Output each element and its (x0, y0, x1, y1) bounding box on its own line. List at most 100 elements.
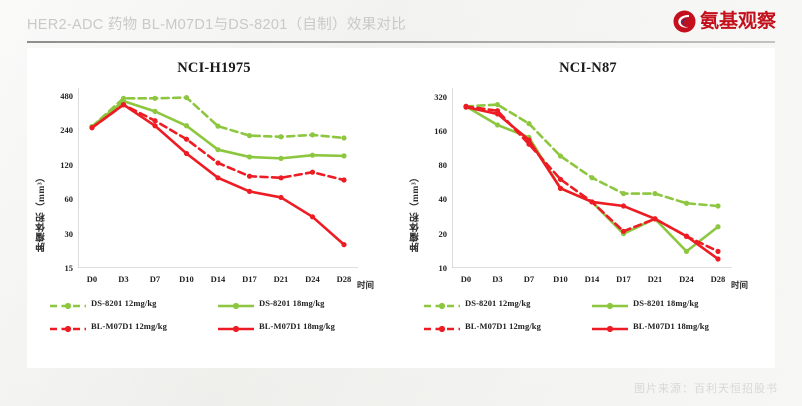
series-line (466, 107, 718, 259)
data-point (152, 118, 157, 123)
x-axis-title-right: 时间 (731, 279, 748, 291)
y-tick-label: 320 (415, 92, 447, 102)
legend-swatch (49, 321, 87, 331)
legend-swatch (49, 298, 87, 308)
legend-swatch (217, 298, 255, 308)
data-point (278, 175, 283, 180)
data-point (495, 122, 500, 127)
y-tick-label: 160 (415, 126, 447, 136)
legend-swatch (423, 321, 461, 331)
legend-label: DS-8201 12mg/kg (465, 298, 531, 308)
data-point (278, 195, 283, 200)
data-point (278, 156, 283, 161)
data-point (310, 170, 315, 175)
legend-item[interactable]: BL-M07D1 12mg/kg (423, 321, 591, 331)
chart-nci-n87: NCI-N87 肿瘤体积（mm³） 10204080160320 D0D3D7D… (401, 48, 775, 368)
x-tick-label: D10 (171, 274, 203, 284)
x-tick-label: D14 (202, 274, 234, 284)
data-point (310, 214, 315, 219)
y-tick-label: 20 (415, 229, 447, 239)
legend-item[interactable]: DS-8201 12mg/kg (423, 298, 591, 308)
brand-logo: 氨基观察 (673, 8, 776, 34)
data-point (341, 242, 346, 247)
data-point (495, 111, 500, 116)
data-point (341, 135, 346, 140)
x-tick-label: D7 (513, 274, 545, 284)
data-point (558, 177, 563, 182)
brand-name: 氨基观察 (700, 10, 776, 33)
plot-area-right (452, 88, 732, 268)
y-tick-label: 80 (415, 160, 447, 170)
data-point (715, 224, 720, 229)
x-tick-label: D0 (76, 274, 108, 284)
amino-swirl-icon (673, 10, 696, 33)
x-tick-label: D17 (234, 274, 266, 284)
data-point (310, 132, 315, 137)
legend-label: BL-M07D1 18mg/kg (259, 321, 335, 331)
data-point (184, 151, 189, 156)
legend-swatch (423, 298, 461, 308)
chart-title-left: NCI-H1975 (27, 60, 401, 77)
data-point (341, 153, 346, 158)
chart-title-right: NCI-N87 (401, 60, 775, 77)
data-point (589, 199, 594, 204)
y-tick-label: 30 (41, 229, 73, 239)
data-point (310, 153, 315, 158)
legend-right: DS-8201 12mg/kg DS-8201 18mg/kg BL-M07D1 1… (423, 298, 763, 331)
x-tick-label: D0 (450, 274, 482, 284)
legend-label: DS-8201 12mg/kg (91, 298, 157, 308)
legend-item[interactable]: DS-8201 18mg/kg (217, 298, 389, 308)
data-point (684, 249, 689, 254)
data-point (341, 177, 346, 182)
data-point (684, 201, 689, 206)
legend-item[interactable]: BL-M07D1 18mg/kg (591, 321, 763, 331)
legend-item[interactable]: BL-M07D1 12mg/kg (49, 321, 217, 331)
y-tick-label: 120 (41, 160, 73, 170)
legend-item[interactable]: DS-8201 12mg/kg (49, 298, 217, 308)
y-tick-label: 60 (41, 194, 73, 204)
data-point (589, 175, 594, 180)
data-point (621, 229, 626, 234)
x-tick-label: D14 (576, 274, 608, 284)
data-point (152, 96, 157, 101)
data-point (215, 124, 220, 129)
x-tick-label: D3 (108, 274, 140, 284)
legend-swatch (591, 298, 629, 308)
data-point (121, 102, 126, 107)
data-point (247, 189, 252, 194)
data-point (152, 123, 157, 128)
legend-item[interactable]: DS-8201 18mg/kg (591, 298, 763, 308)
data-point (184, 95, 189, 100)
data-point (278, 134, 283, 139)
data-point (184, 137, 189, 142)
x-tick-label: D28 (328, 274, 360, 284)
x-tick-label: D21 (639, 274, 671, 284)
data-point (558, 153, 563, 158)
data-point (684, 234, 689, 239)
page-title: HER2-ADC 药物 BL-M07D1与DS-8201（自制）效果对比 (27, 13, 406, 34)
data-point (652, 191, 657, 196)
data-point (715, 249, 720, 254)
content-card: NCI-H1975 肿瘤体积（mm³） 153060120240480 D0D3… (27, 48, 775, 368)
x-tick-label: D17 (608, 274, 640, 284)
data-point (463, 105, 468, 110)
y-tick-label: 10 (415, 263, 447, 273)
data-point (247, 154, 252, 159)
legend-label: BL-M07D1 18mg/kg (633, 321, 709, 331)
data-point (715, 203, 720, 208)
x-tick-label: D7 (139, 274, 171, 284)
data-point (652, 216, 657, 221)
x-tick-label: D21 (265, 274, 297, 284)
slide-root: HER2-ADC 药物 BL-M07D1与DS-8201（自制）效果对比 氨基观… (0, 0, 802, 406)
y-tick-label: 40 (415, 194, 447, 204)
data-point (247, 174, 252, 179)
legend-label: BL-M07D1 12mg/kg (465, 321, 541, 331)
x-axis-title-left: 时间 (357, 279, 374, 291)
data-point (495, 102, 500, 107)
y-tick-label: 240 (41, 125, 73, 135)
series-line (92, 105, 344, 180)
legend-left: DS-8201 12mg/kg DS-8201 18mg/kg BL-M07D1 1… (49, 298, 389, 331)
legend-label: DS-8201 18mg/kg (633, 298, 699, 308)
y-tick-label: 480 (41, 91, 73, 101)
legend-item[interactable]: BL-M07D1 18mg/kg (217, 321, 389, 331)
